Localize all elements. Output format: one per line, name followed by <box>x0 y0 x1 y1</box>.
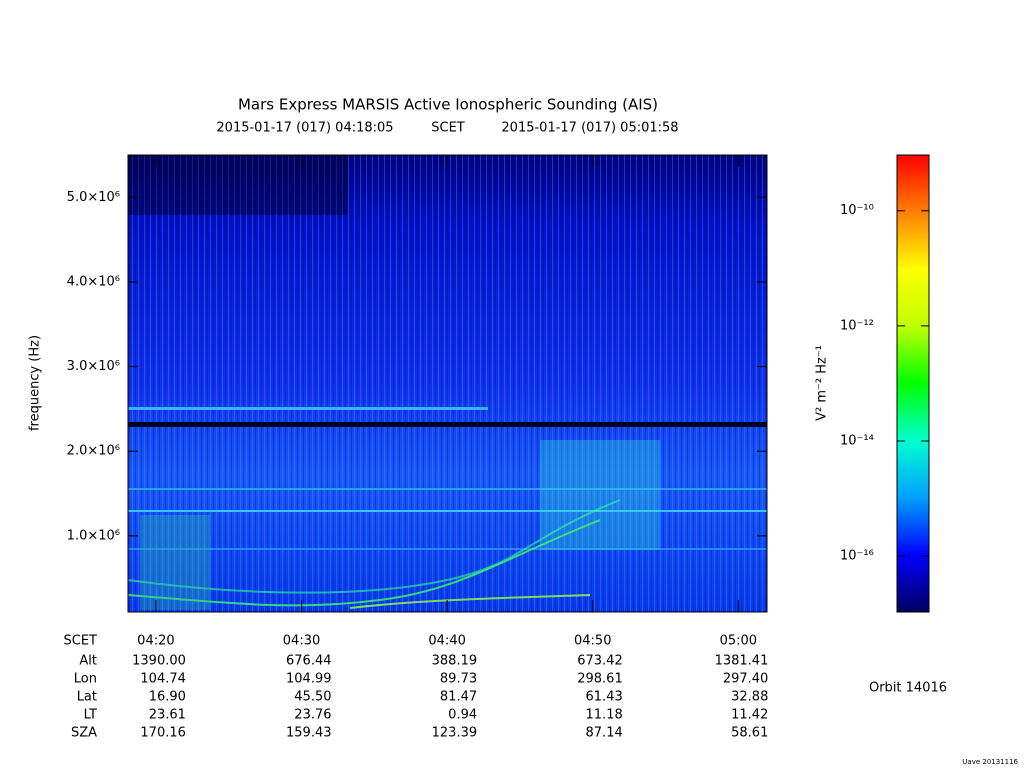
start-time: 2015-01-17 (017) 04:18:05 <box>216 121 393 136</box>
credit: Uave 20131116 <box>962 758 1018 766</box>
ephemeris-value: 89.73 <box>440 672 477 687</box>
ephemeris-value: 45.50 <box>294 690 331 705</box>
ephemeris-value: 388.19 <box>432 654 478 669</box>
ephemeris-value: 61.43 <box>586 690 623 705</box>
colorbar-tick-label: 10⁻¹⁰ <box>840 203 874 218</box>
y-tick-label: 5.0×10⁶ <box>67 190 120 205</box>
spectrogram-image <box>127 155 767 612</box>
ephemeris-value: 87.14 <box>586 726 623 741</box>
colorbar-tick-label: 10⁻¹² <box>840 318 874 333</box>
ephemeris-value: 11.18 <box>586 708 623 723</box>
ephemeris-value: 159.43 <box>286 726 332 741</box>
x-tick-label: 04:20 <box>137 634 174 649</box>
ephemeris-time-row: SCET <box>64 634 98 649</box>
ephemeris-value: 0.94 <box>448 708 477 723</box>
ephemeris-value: 673.42 <box>577 654 623 669</box>
ephemeris-value: 23.76 <box>294 708 331 723</box>
ephemeris-row-name: LT <box>84 708 97 723</box>
y-tick-label: 4.0×10⁶ <box>67 274 120 289</box>
x-tick-label: 04:40 <box>428 634 465 649</box>
end-time: 2015-01-17 (017) 05:01:58 <box>501 121 678 136</box>
ephemeris-value: 104.99 <box>286 672 332 687</box>
ephemeris-value: 58.61 <box>731 726 768 741</box>
ephemeris-row-name: SZA <box>71 726 97 741</box>
ephemeris-row-name: Lon <box>74 672 97 687</box>
x-tick-label: 04:50 <box>574 634 611 649</box>
ephemeris-value: 298.61 <box>577 672 623 687</box>
x-tick-label: 05:00 <box>720 634 757 649</box>
ephemeris-value: 170.16 <box>140 726 186 741</box>
colorbar-label: V² m⁻² Hz⁻¹ <box>815 345 830 421</box>
ephemeris-value: 676.44 <box>286 654 332 669</box>
ephemeris-value: 104.74 <box>140 672 186 687</box>
ephemeris-row-name: Lat <box>77 690 97 705</box>
x-tick-label: 04:30 <box>283 634 320 649</box>
ephemeris-value: 16.90 <box>149 690 186 705</box>
colorbar-tick-label: 10⁻¹⁴ <box>840 434 874 449</box>
y-tick-label: 3.0×10⁶ <box>67 359 120 374</box>
colorbar <box>896 154 930 613</box>
y-axis-label: frequency (Hz) <box>28 335 43 431</box>
ephemeris-value: 1381.41 <box>715 654 769 669</box>
ephemeris-value: 123.39 <box>432 726 478 741</box>
y-tick-label: 1.0×10⁶ <box>67 528 120 543</box>
chart-title: Mars Express MARSIS Active Ionospheric S… <box>238 96 658 114</box>
colorbar-tick-label: 10⁻¹⁶ <box>840 549 874 564</box>
ephemeris-value: 297.40 <box>723 672 769 687</box>
ephemeris-value: 1390.00 <box>132 654 186 669</box>
time-label: SCET <box>431 121 465 136</box>
ephemeris-value: 11.42 <box>731 708 768 723</box>
ephemeris-row-name: Alt <box>79 654 97 669</box>
ephemeris-value: 81.47 <box>440 690 477 705</box>
ephemeris-value: 23.61 <box>149 708 186 723</box>
ephemeris-value: 32.88 <box>731 690 768 705</box>
y-tick-label: 2.0×10⁶ <box>67 444 120 459</box>
orbit: Orbit 14016 <box>869 681 947 696</box>
